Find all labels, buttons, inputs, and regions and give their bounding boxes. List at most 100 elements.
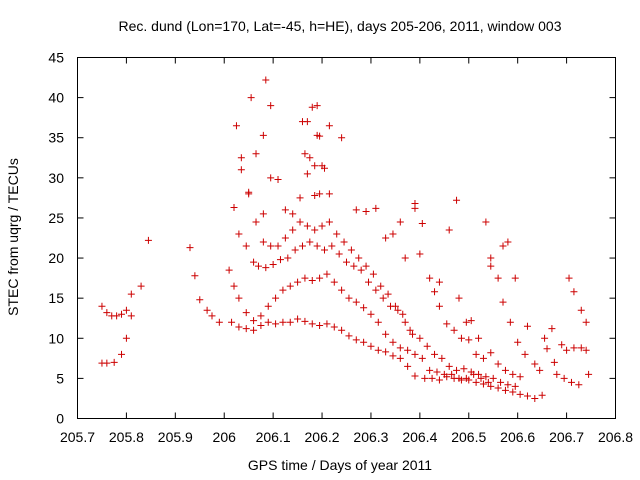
x-tick-label: 206.5 [451, 429, 486, 445]
data-point [338, 326, 346, 334]
data-point [330, 278, 338, 286]
data-point [487, 349, 495, 357]
data-point [191, 272, 199, 280]
data-point [565, 274, 573, 282]
plot-points [98, 76, 593, 402]
data-point [501, 366, 509, 374]
data-point [501, 386, 509, 394]
data-point [462, 374, 470, 382]
data-point [511, 274, 519, 282]
data-point [103, 309, 111, 317]
data-point [267, 102, 275, 110]
x-tick-label: 206.2 [305, 429, 340, 445]
data-point [347, 246, 355, 254]
data-point [541, 334, 549, 342]
data-point [418, 354, 426, 362]
data-point [325, 122, 333, 130]
data-point [435, 278, 443, 286]
x-tick-label: 206.1 [256, 429, 291, 445]
data-point [291, 246, 299, 254]
data-point [472, 350, 480, 358]
x-tick-label: 205.7 [60, 429, 95, 445]
data-point [506, 318, 514, 326]
data-point [365, 278, 373, 286]
data-point [110, 358, 118, 366]
data-point [235, 294, 243, 302]
data-point [389, 352, 397, 360]
data-point [487, 262, 495, 270]
data-point [482, 373, 490, 381]
data-point [404, 362, 412, 370]
data-point [523, 392, 531, 400]
data-point [306, 238, 314, 246]
data-point [272, 320, 280, 328]
data-point [118, 310, 126, 318]
data-point [543, 345, 551, 353]
data-point [355, 254, 363, 262]
data-point [477, 374, 485, 382]
data-point [450, 326, 458, 334]
data-point [409, 330, 417, 338]
data-point [401, 254, 409, 262]
data-point [286, 318, 294, 326]
data-point [311, 226, 319, 234]
data-point [298, 242, 306, 250]
data-point [262, 264, 270, 272]
data-point [103, 359, 111, 367]
data-point [421, 374, 429, 382]
data-point [328, 242, 336, 250]
y-tick-label: 30 [48, 170, 64, 186]
data-point [360, 304, 368, 312]
data-point [325, 190, 333, 198]
data-point [396, 344, 404, 352]
data-point [122, 334, 130, 342]
data-point [509, 388, 517, 396]
data-point [235, 230, 243, 238]
data-point [431, 288, 439, 296]
data-point [338, 134, 346, 142]
data-point [333, 230, 341, 238]
data-point [127, 290, 135, 298]
data-point [372, 286, 380, 294]
data-point [575, 381, 583, 389]
y-tick-label: 35 [48, 130, 64, 146]
data-point [345, 294, 353, 302]
data-point [411, 372, 419, 380]
data-point [509, 370, 517, 378]
data-point [377, 282, 385, 290]
y-ticks: 0 5 10 15 20 25 30 35 40 45 [48, 50, 616, 427]
data-point [308, 103, 316, 111]
data-point [230, 204, 238, 212]
data-point [382, 234, 390, 242]
data-point [431, 350, 439, 358]
data-point [487, 254, 495, 262]
data-point [550, 358, 558, 366]
data-point [235, 323, 243, 331]
data-point [548, 325, 556, 333]
data-point [289, 210, 297, 218]
data-point [274, 175, 282, 183]
data-point [457, 334, 465, 342]
data-point [374, 346, 382, 354]
data-point [455, 374, 463, 382]
data-point [215, 318, 223, 326]
data-point [416, 250, 424, 258]
data-point [404, 346, 412, 354]
data-point [308, 277, 316, 285]
data-point [369, 270, 377, 278]
data-point [296, 218, 304, 226]
data-point [438, 354, 446, 362]
data-point [418, 220, 426, 228]
data-point [242, 325, 250, 333]
data-point [367, 310, 375, 318]
data-point [127, 312, 135, 320]
data-point [374, 318, 382, 326]
data-point [225, 266, 233, 274]
data-point [428, 374, 436, 382]
data-point [316, 190, 324, 198]
data-point [308, 320, 316, 328]
data-point [357, 266, 365, 274]
data-point [267, 242, 275, 250]
data-point [475, 334, 483, 342]
